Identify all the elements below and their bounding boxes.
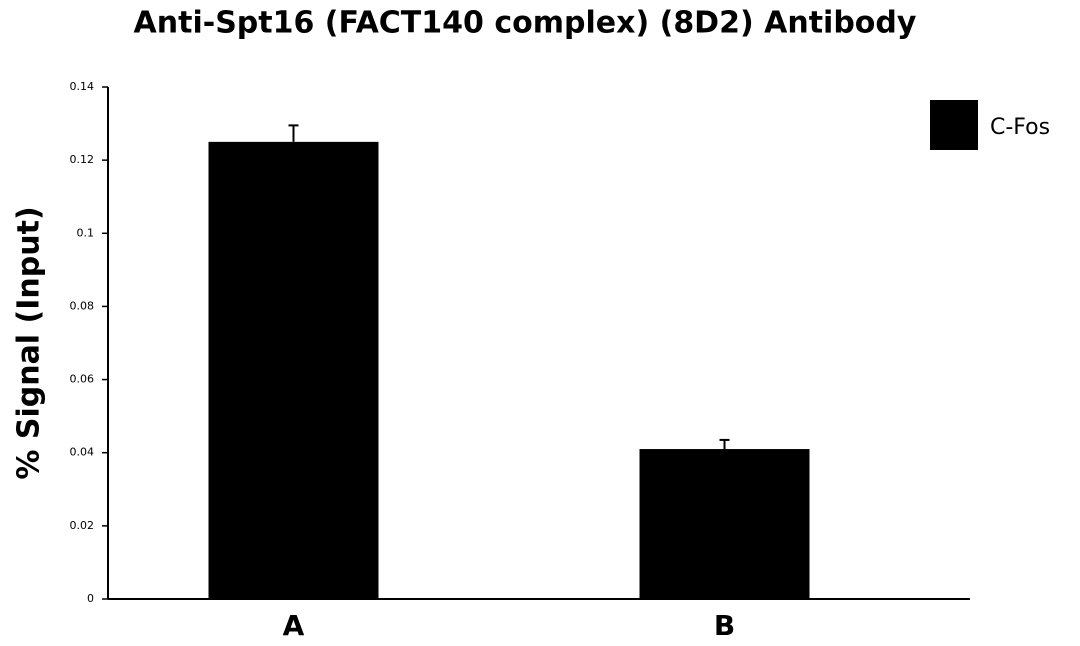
error-bar bbox=[719, 438, 730, 450]
x-tick-label: B bbox=[714, 609, 735, 642]
y-tick-label: 0.04 bbox=[70, 446, 95, 459]
y-tick-label: 0.08 bbox=[70, 299, 95, 312]
y-axis-label: % Signal (Input) bbox=[12, 206, 47, 479]
y-tick-label: 0.12 bbox=[70, 153, 95, 166]
x-tick-label: A bbox=[283, 609, 305, 642]
y-tick-label: 0.02 bbox=[70, 519, 95, 532]
bar bbox=[208, 141, 379, 599]
y-tick-label: 0.06 bbox=[70, 373, 95, 386]
error-bar bbox=[288, 124, 299, 142]
legend-label: C-Fos bbox=[990, 115, 1050, 140]
chart-title: Anti-Spt16 (FACT140 complex) (8D2) Antib… bbox=[134, 6, 917, 41]
y-tick-label: 0 bbox=[87, 592, 94, 605]
y-tick-label: 0.14 bbox=[70, 80, 95, 93]
y-tick-label: 0.1 bbox=[77, 226, 95, 239]
legend-swatch bbox=[930, 100, 978, 150]
bar bbox=[639, 449, 810, 599]
